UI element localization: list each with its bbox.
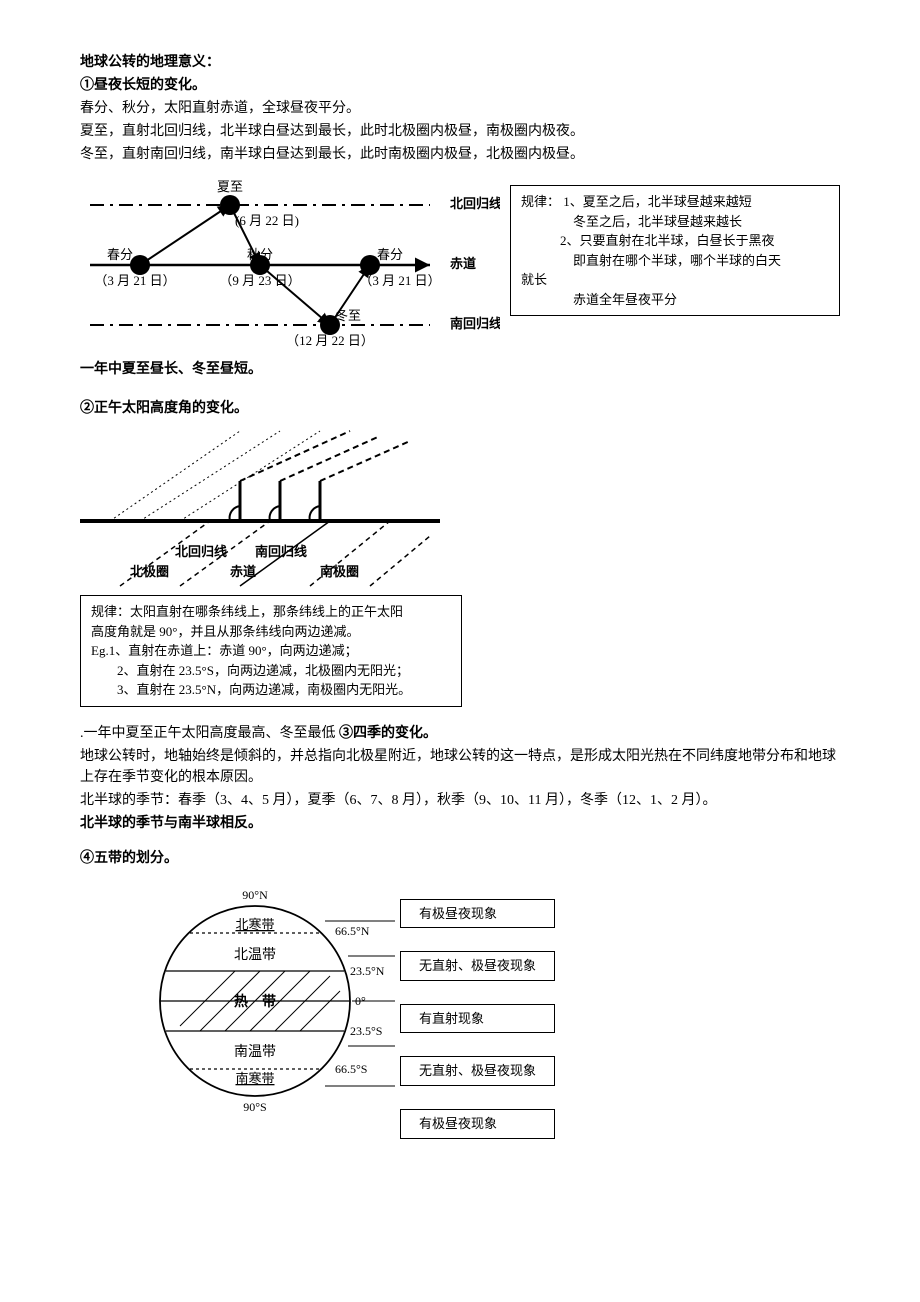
sec3-line1: .一年中夏至正午太阳高度最高、冬至最低 ③四季的变化。 (80, 723, 840, 744)
svg-text:90°N: 90°N (242, 888, 268, 902)
sec2-heading: ②正午太阳高度角的变化。 (80, 398, 840, 419)
sec4-heading: ④五带的划分。 (80, 848, 840, 869)
rule2b: 即直射在哪个半球，哪个半球的白天 (573, 253, 781, 268)
diagram1-row: 夏至 (6 月 22 日) 春分 （3 月 21 日） 秋分 （9 月 23 日… (80, 175, 840, 355)
svg-text:春分: 春分 (107, 247, 133, 262)
svg-text:北极圈: 北极圈 (130, 564, 169, 579)
svg-text:66.5°S: 66.5°S (335, 1062, 367, 1076)
zone-desc-1: 有极昼夜现象 (400, 899, 555, 929)
doc-title: 地球公转的地理意义： (80, 52, 840, 73)
zone-desc-4: 无直射、极昼夜现象 (400, 1056, 555, 1086)
rule2c: 就长 (521, 272, 547, 287)
svg-text:冬至: 冬至 (335, 308, 361, 323)
svg-text:秋分: 秋分 (247, 247, 273, 262)
sec2-rule2: 高度角就是 90°，并且从那条纬线向两边递减。 (91, 624, 359, 639)
svg-text:（3 月 21 日）: （3 月 21 日） (94, 273, 175, 288)
sec1-line3: 冬至，直射南回归线，南半球白昼达到最长，此时南极圈内极昼，北极圈内极昼。 (80, 144, 840, 165)
rule1a: 1、夏至之后，北半球昼越来越短 (563, 194, 752, 209)
sec3-line4: 北半球的季节与南半球相反。 (80, 813, 840, 834)
sec1-line2: 夏至，直射北回归线，北半球白昼达到最长，此时北极圈内极昼，南极圈内极夜。 (80, 121, 840, 142)
rules-box-1: 规律： 1、夏至之后，北半球昼越来越短 冬至之后，北半球昼越来越长 2、只要直射… (510, 185, 840, 316)
svg-text:赤道: 赤道 (450, 256, 476, 271)
sec1-line1: 春分、秋分，太阳直射赤道，全球昼夜平分。 (80, 98, 840, 119)
sec3-heading: ③四季的变化。 (339, 726, 437, 741)
svg-text:（3 月 21 日）: （3 月 21 日） (359, 273, 440, 288)
solstice-diagram: 夏至 (6 月 22 日) 春分 （3 月 21 日） 秋分 （9 月 23 日… (80, 175, 500, 355)
svg-text:春分: 春分 (377, 247, 403, 262)
svg-text:66.5°N: 66.5°N (335, 924, 370, 938)
svg-text:90°S: 90°S (243, 1100, 266, 1114)
zones-diagram-row: 北寒带 北温带 热 带 南温带 南寒带 90°N 66.5°N 23.5°N 0… (140, 871, 840, 1139)
svg-text:（9 月 23 日）: （9 月 23 日） (219, 273, 300, 288)
sec3-line3: 北半球的季节：春季（3、4、5 月），夏季（6、7、8 月），秋季（9、10、1… (80, 790, 840, 811)
section-3: .一年中夏至正午太阳高度最高、冬至最低 ③四季的变化。 地球公转时，地轴始终是倾… (80, 723, 840, 834)
sun-angle-diagram: 北回归线 南回归线 北极圈 赤道 南极圈 (80, 421, 840, 591)
svg-text:南回归线: 南回归线 (255, 544, 307, 559)
zone-desc-2: 无直射、极昼夜现象 (400, 951, 555, 981)
svg-text:北回归线: 北回归线 (175, 544, 227, 559)
svg-text:23.5°S: 23.5°S (350, 1024, 382, 1038)
sec2-eg2: 2、直射在 23.5°S，向两边递减，北极圈内无阳光； (117, 663, 409, 678)
svg-text:南极圈: 南极圈 (320, 564, 359, 579)
sec3-line2: 地球公转时，地轴始终是倾斜的，并总指向北极星附近，地球公转的这一特点，是形成太阳… (80, 746, 840, 788)
svg-text:南回归线: 南回归线 (450, 316, 500, 331)
rule-title: 规律： (521, 194, 560, 209)
svg-text:热 带: 热 带 (234, 993, 276, 1010)
svg-text:北寒带: 北寒带 (235, 917, 274, 932)
sec2-eg3: 3、直射在 23.5°N，向两边递减，南极圈内无阳光。 (117, 682, 411, 697)
svg-text:夏至: 夏至 (217, 179, 243, 194)
sec2-rule1: 规律：太阳直射在哪条纬线上，那条纬线上的正午太阳 (91, 604, 403, 619)
section-title: 地球公转的地理意义： ①昼夜长短的变化。 春分、秋分，太阳直射赤道，全球昼夜平分… (80, 52, 840, 165)
svg-text:（12 月 22 日）: （12 月 22 日） (286, 333, 374, 348)
zones-globe: 北寒带 北温带 热 带 南温带 南寒带 90°N 66.5°N 23.5°N 0… (140, 871, 400, 1131)
rules-box-2: 规律：太阳直射在哪条纬线上，那条纬线上的正午太阳 高度角就是 90°，并且从那条… (80, 595, 462, 707)
sec1-heading: ①昼夜长短的变化。 (80, 75, 840, 96)
zone-desc-5: 有极昼夜现象 (400, 1109, 555, 1139)
svg-text:23.5°N: 23.5°N (350, 964, 385, 978)
diagram1-summary: 一年中夏至昼长、冬至昼短。 (80, 359, 840, 380)
sec2-eg1: Eg.1、直射在赤道上：赤道 90°，向两边递减； (91, 643, 358, 658)
rule3: 赤道全年昼夜平分 (573, 292, 677, 307)
svg-text:南温带: 南温带 (234, 1044, 276, 1060)
rule2a: 2、只要直射在北半球，白昼长于黑夜 (560, 233, 775, 248)
svg-text:(6 月 22 日): (6 月 22 日) (235, 213, 299, 228)
zone-descriptions: 有极昼夜现象 无直射、极昼夜现象 有直射现象 无直射、极昼夜现象 有极昼夜现象 (400, 871, 555, 1139)
svg-text:北回归线: 北回归线 (450, 196, 500, 211)
svg-text:北温带: 北温带 (234, 947, 276, 963)
rule1b: 冬至之后，北半球昼越来越长 (573, 214, 742, 229)
zone-desc-3: 有直射现象 (400, 1004, 555, 1034)
svg-text:赤道: 赤道 (230, 564, 256, 579)
svg-text:南寒带: 南寒带 (235, 1071, 274, 1086)
